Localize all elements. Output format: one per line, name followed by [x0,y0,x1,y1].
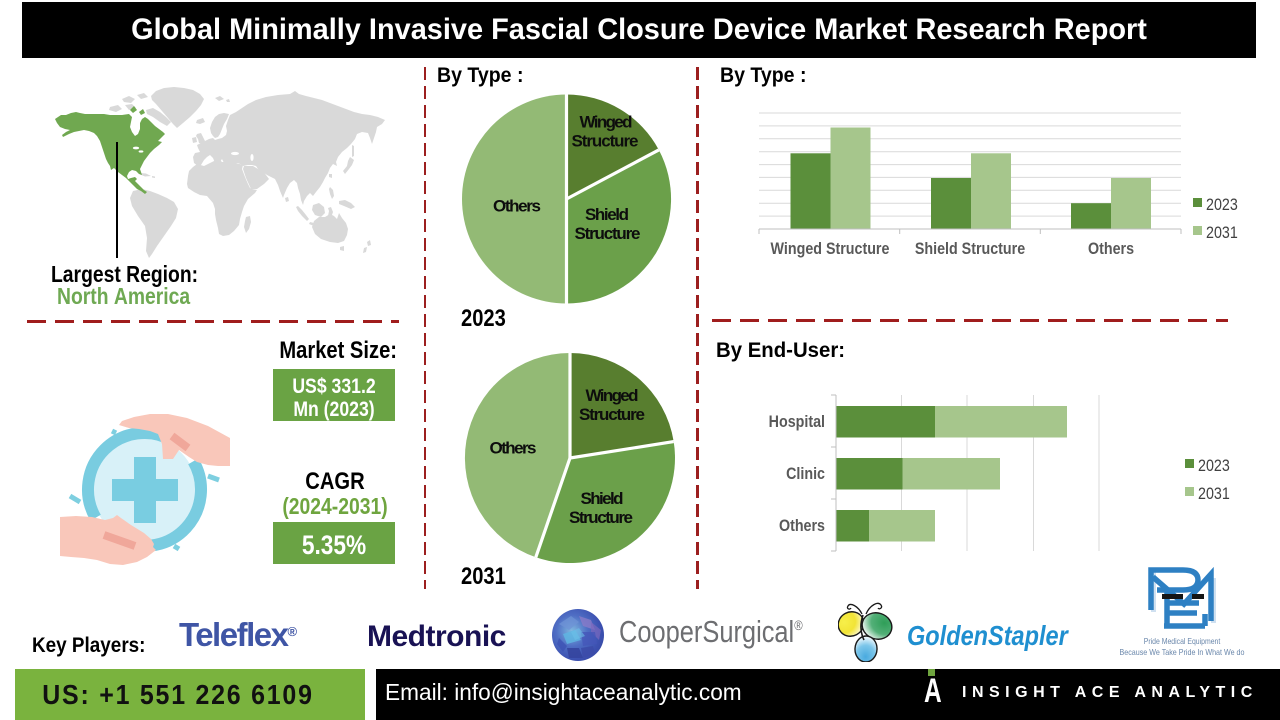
svg-text:Structure: Structure [575,224,641,243]
svg-text:Shield: Shield [585,205,629,224]
svg-text:Structure: Structure [569,508,633,527]
svg-text:Others: Others [490,439,537,458]
svg-text:Winged: Winged [580,113,633,132]
svg-text:Shield: Shield [581,489,624,508]
svg-text:Winged: Winged [586,386,639,405]
svg-text:Structure: Structure [579,405,645,424]
svg-text:Others: Others [493,197,541,216]
svg-text:Structure: Structure [572,132,639,151]
